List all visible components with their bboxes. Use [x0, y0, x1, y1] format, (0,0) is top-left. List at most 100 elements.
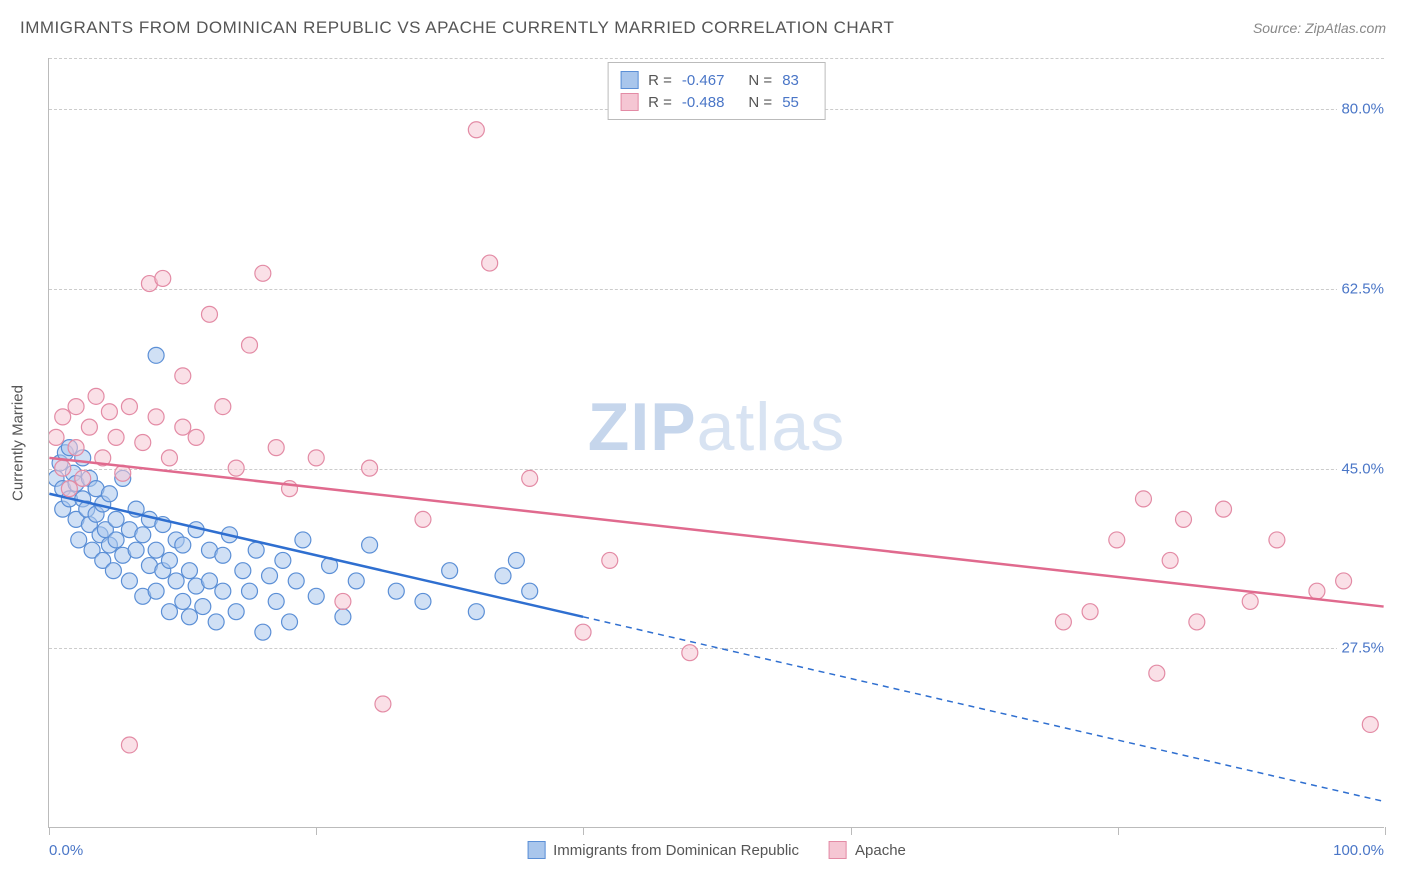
data-point — [262, 568, 278, 584]
chart-source: Source: ZipAtlas.com — [1253, 20, 1386, 36]
x-tick-mark — [583, 827, 584, 835]
data-point — [215, 399, 231, 415]
chart-header: IMMIGRANTS FROM DOMINICAN REPUBLIC VS AP… — [20, 18, 1386, 38]
data-point — [161, 604, 177, 620]
data-point — [255, 265, 271, 281]
series-legend: Immigrants from Dominican Republic Apache — [527, 841, 906, 859]
data-point — [282, 614, 298, 630]
data-point — [1162, 552, 1178, 568]
trendline-extrapolated — [583, 617, 1384, 802]
data-point — [1135, 491, 1151, 507]
data-point — [55, 460, 71, 476]
data-point — [101, 486, 117, 502]
legend-row: R = -0.467 N = 83 — [620, 69, 813, 91]
data-point — [242, 337, 258, 353]
data-point — [1242, 593, 1258, 609]
data-point — [242, 583, 258, 599]
data-point — [1082, 604, 1098, 620]
x-tick-mark — [1118, 827, 1119, 835]
data-point — [161, 552, 177, 568]
data-point — [308, 588, 324, 604]
data-point — [335, 593, 351, 609]
data-point — [362, 537, 378, 553]
data-point — [482, 255, 498, 271]
data-point — [288, 573, 304, 589]
data-point — [415, 593, 431, 609]
data-point — [1309, 583, 1325, 599]
data-point — [188, 429, 204, 445]
data-point — [508, 552, 524, 568]
r-value: -0.467 — [682, 72, 725, 89]
data-point — [108, 511, 124, 527]
data-point — [135, 435, 151, 451]
data-point — [308, 450, 324, 466]
data-point — [602, 552, 618, 568]
n-value: 83 — [782, 72, 799, 89]
data-point — [228, 604, 244, 620]
x-tick-mark — [851, 827, 852, 835]
data-point — [175, 419, 191, 435]
data-point — [235, 563, 251, 579]
data-point — [215, 547, 231, 563]
data-point — [148, 542, 164, 558]
legend-item: Apache — [829, 841, 906, 859]
data-point — [201, 306, 217, 322]
data-point — [135, 527, 151, 543]
chart-title: IMMIGRANTS FROM DOMINICAN REPUBLIC VS AP… — [20, 18, 894, 38]
x-axis-max-label: 100.0% — [1333, 842, 1384, 859]
chart-area: Currently Married ZIPatlas 27.5%45.0%62.… — [48, 58, 1384, 828]
data-point — [49, 429, 64, 445]
data-point — [68, 399, 84, 415]
data-point — [522, 583, 538, 599]
data-point — [175, 537, 191, 553]
data-point — [575, 624, 591, 640]
data-point — [1176, 511, 1192, 527]
data-point — [1336, 573, 1352, 589]
data-point — [75, 470, 91, 486]
data-point — [215, 583, 231, 599]
data-point — [55, 409, 71, 425]
legend-label: Apache — [855, 842, 906, 859]
data-point — [295, 532, 311, 548]
source-prefix: Source: — [1253, 20, 1305, 36]
y-axis-label: Currently Married — [10, 385, 27, 501]
x-tick-mark — [316, 827, 317, 835]
data-point — [155, 270, 171, 286]
data-point — [1149, 665, 1165, 681]
data-point — [108, 532, 124, 548]
data-point — [228, 460, 244, 476]
data-point — [81, 419, 97, 435]
data-point — [128, 542, 144, 558]
data-point — [1362, 716, 1378, 732]
data-point — [335, 609, 351, 625]
x-tick-mark — [1385, 827, 1386, 835]
n-value: 55 — [782, 94, 799, 111]
data-point — [1189, 614, 1205, 630]
data-point — [1269, 532, 1285, 548]
data-point — [348, 573, 364, 589]
data-point — [181, 609, 197, 625]
data-point — [388, 583, 404, 599]
data-point — [468, 604, 484, 620]
data-point — [148, 583, 164, 599]
plot-svg — [49, 58, 1384, 827]
legend-label: Immigrants from Dominican Republic — [553, 842, 799, 859]
data-point — [175, 368, 191, 384]
data-point — [168, 573, 184, 589]
legend-swatch — [527, 841, 545, 859]
r-label: R = — [648, 72, 672, 89]
data-point — [208, 614, 224, 630]
data-point — [195, 599, 211, 615]
data-point — [268, 593, 284, 609]
legend-row: R =-0.488N =55 — [620, 91, 813, 113]
data-point — [161, 450, 177, 466]
data-point — [268, 440, 284, 456]
data-point — [375, 696, 391, 712]
legend-swatch — [829, 841, 847, 859]
r-value: -0.488 — [682, 94, 725, 111]
data-point — [68, 440, 84, 456]
legend-item: Immigrants from Dominican Republic — [527, 841, 799, 859]
data-point — [255, 624, 271, 640]
data-point — [101, 404, 117, 420]
n-label: N = — [748, 72, 772, 89]
